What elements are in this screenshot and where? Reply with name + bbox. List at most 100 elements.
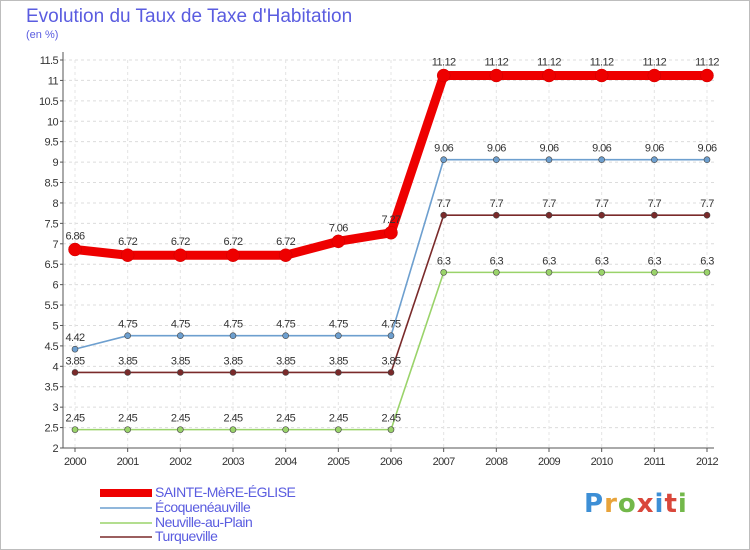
data-point (387, 369, 395, 376)
data-label: 7.7 (542, 198, 556, 210)
data-point (173, 248, 188, 262)
y-tick-label: 9.5 (45, 137, 59, 149)
data-point (440, 269, 447, 276)
data-label: 7.06 (329, 222, 348, 234)
data-point (545, 156, 553, 163)
data-label: 4.75 (276, 319, 295, 331)
data-label: 3.85 (223, 355, 242, 367)
data-label: 11.12 (642, 57, 666, 69)
data-label: 6.3 (542, 255, 556, 267)
data-point (700, 68, 714, 83)
x-tick-label: 2012 (696, 456, 719, 468)
chart-title: Evolution du Taux de Taxe d'Habitation (26, 6, 353, 27)
data-point (387, 426, 395, 433)
data-point (703, 211, 711, 219)
x-tick-label: 2008 (485, 456, 508, 468)
data-point (647, 68, 662, 83)
data-label: 11.12 (695, 57, 719, 69)
data-label: 3.85 (381, 355, 400, 367)
data-point (68, 242, 82, 257)
data-label: 7.7 (490, 198, 504, 210)
data-label: 4.75 (171, 319, 190, 331)
data-label: 2.45 (171, 413, 190, 425)
data-label: 7.7 (437, 198, 451, 210)
data-point (177, 369, 184, 376)
legend-label: Écoquenéauville (155, 499, 251, 515)
data-label: 2.45 (118, 413, 137, 425)
x-tick-label: 2007 (433, 456, 456, 468)
data-point (226, 248, 240, 262)
data-point (651, 156, 658, 163)
data-point (384, 226, 398, 240)
data-label: 6.72 (223, 236, 242, 248)
proxiti-logo: Proxiti (584, 489, 688, 519)
data-label: 11.12 (537, 57, 561, 69)
data-label: 11.12 (484, 57, 508, 69)
data-point (651, 269, 658, 276)
data-point (278, 248, 293, 262)
y-tick-label: 10 (47, 116, 59, 128)
data-label: 6.72 (276, 236, 295, 248)
data-label: 2.45 (223, 413, 242, 425)
data-point (71, 345, 79, 353)
data-label: 11.12 (432, 57, 456, 69)
data-label: 9.06 (487, 143, 506, 155)
y-tick-label: 2 (52, 443, 58, 455)
legend-label: SAINTE-MèRE-ÉGLISE (155, 484, 296, 500)
data-point (177, 426, 184, 433)
x-tick-label: 2005 (327, 456, 350, 468)
data-point (594, 68, 609, 83)
data-point (651, 211, 658, 219)
data-label: 6.3 (648, 255, 662, 267)
data-label: 3.85 (118, 355, 137, 367)
data-label: 3.85 (171, 355, 190, 367)
x-tick-label: 2000 (64, 456, 87, 468)
data-label: 6.72 (171, 236, 190, 248)
data-point (282, 369, 289, 376)
data-point (440, 211, 447, 219)
data-point (335, 369, 342, 376)
y-tick-label: 5.5 (45, 300, 59, 312)
data-point (493, 156, 500, 163)
y-tick-label: 11.5 (40, 55, 59, 67)
data-point (489, 68, 504, 83)
data-label: 7.7 (595, 198, 609, 210)
data-point (598, 269, 605, 276)
data-point (493, 211, 500, 219)
data-label: 7.27 (381, 214, 400, 226)
x-tick-label: 2003 (222, 456, 245, 468)
data-label: 3.85 (329, 355, 348, 367)
y-tick-label: 11 (48, 75, 59, 87)
data-label: 2.45 (329, 413, 348, 425)
x-tick-label: 2011 (644, 456, 666, 468)
y-tick-label: 4.5 (45, 341, 59, 353)
data-label: 9.06 (539, 143, 558, 155)
x-tick-label: 2004 (275, 456, 298, 468)
data-point (282, 332, 289, 339)
data-point (335, 426, 342, 433)
y-tick-label: 5 (52, 320, 58, 332)
y-tick-label: 9 (52, 157, 58, 169)
data-label: 7.7 (700, 198, 714, 210)
legend-label: Neuville-au-Plain (155, 514, 253, 530)
data-label: 2.45 (65, 413, 84, 425)
data-point (124, 332, 131, 339)
data-point (282, 426, 289, 433)
y-tick-label: 6 (52, 280, 58, 292)
data-point (335, 332, 342, 339)
data-point (436, 68, 451, 83)
data-point (440, 156, 447, 163)
y-tick-label: 4 (52, 361, 58, 373)
data-point (331, 234, 346, 249)
y-tick-label: 7 (52, 239, 58, 251)
y-tick-label: 6.5 (45, 259, 59, 271)
data-point (703, 156, 711, 163)
data-point (71, 426, 79, 433)
y-tick-label: 8 (52, 198, 58, 210)
data-label: 6.86 (65, 231, 84, 243)
data-label: 4.75 (118, 319, 137, 331)
legend-label: Turqueville (155, 528, 218, 544)
data-label: 7.7 (648, 198, 662, 210)
data-point (542, 68, 556, 83)
